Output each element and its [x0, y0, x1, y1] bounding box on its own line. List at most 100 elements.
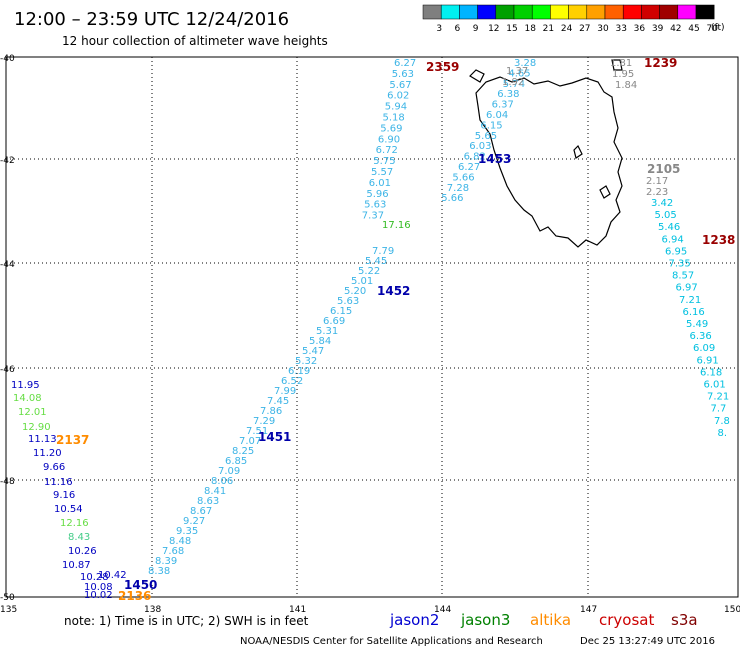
legend-label: 36	[634, 24, 646, 34]
wave-height-label: 10.87	[62, 560, 91, 571]
wave-height-label: 1.37	[506, 66, 528, 77]
wave-height-label: 6.15	[330, 306, 352, 317]
lon-label: 147	[580, 605, 597, 615]
wave-height-label: 7.86	[260, 406, 282, 417]
pass-time-label: 1452	[377, 284, 410, 298]
legend-swatch	[695, 4, 715, 20]
wave-height-label: 10.26	[68, 546, 97, 557]
wave-height-label: 1.81	[610, 58, 632, 69]
wave-height-label: 1.95	[612, 69, 634, 80]
map-frame	[5, 56, 739, 598]
wave-height-label: 7.29	[253, 416, 275, 427]
satellite-name: s3a	[671, 611, 698, 629]
wave-height-label: 5.94	[385, 102, 407, 113]
wave-height-label: 7.8	[714, 416, 730, 427]
pass-time-label: 1450	[124, 578, 157, 592]
wave-height-label: 5.22	[358, 266, 380, 277]
wave-height-label: 5.74	[503, 79, 525, 90]
pass-time-label: 2105	[647, 162, 680, 176]
pass-time-label: 1453	[478, 152, 511, 166]
wave-height-label: 6.91	[697, 355, 719, 366]
legend-swatch	[604, 4, 624, 20]
footer-credit: NOAA/NESDIS Center for Satellite Applica…	[240, 636, 543, 647]
wave-height-label: 1.92	[502, 77, 524, 88]
wave-height-label: 4.65	[508, 68, 530, 79]
wave-height-label: 5.47	[302, 346, 324, 357]
legend-label: 12	[488, 24, 499, 34]
wave-height-label: 3.42	[651, 198, 673, 209]
wave-height-label: 6.97	[676, 283, 698, 294]
pass-time-label: 1239	[644, 56, 677, 70]
pass-time-label: 1238	[702, 233, 735, 247]
legend-swatch	[677, 4, 697, 20]
wave-height-label: 8.39	[155, 556, 177, 567]
wave-height-label: 6.90	[378, 134, 400, 145]
pass-time-label: 2359	[426, 60, 459, 74]
lon-label: 144	[434, 605, 451, 615]
legend-label: 45	[688, 24, 699, 34]
wave-height-label: 6.03	[469, 141, 491, 152]
wave-height-label: 6.15	[480, 120, 502, 131]
wave-height-label: 5.63	[364, 200, 386, 211]
wave-height-label: 5.84	[309, 336, 331, 347]
wave-height-label: 5.46	[658, 222, 680, 233]
legend-swatch	[477, 4, 497, 20]
wave-height-label: 3.28	[514, 58, 536, 69]
legend-swatch	[513, 4, 533, 20]
wave-height-label: 12.01	[18, 407, 47, 418]
legend-swatch	[531, 4, 551, 20]
lat-label: -42	[0, 156, 15, 166]
wave-height-label: 6.36	[690, 331, 712, 342]
wave-height-label: 5.57	[371, 167, 393, 178]
lat-label: -40	[0, 54, 15, 64]
wave-height-label: 5.01	[351, 276, 373, 287]
legend-label: 39	[652, 24, 664, 34]
wave-height-label: 14.08	[13, 393, 42, 404]
pass-time-label: 1451	[258, 430, 291, 444]
wave-height-label: 2.23	[646, 187, 668, 198]
wave-height-label: 11.20	[33, 448, 62, 459]
wave-height-label: 5.63	[392, 69, 414, 80]
wave-height-label: 5.18	[383, 113, 405, 124]
wave-height-label: 6.02	[387, 91, 409, 102]
wave-height-label: 7.79	[372, 246, 394, 257]
wave-height-label: 6.52	[281, 376, 303, 387]
wave-height-label: 9.27	[183, 516, 205, 527]
wave-height-label: 6.82	[464, 152, 486, 163]
legend-swatch	[495, 4, 515, 20]
tasmania-coastline	[469, 59, 623, 248]
lat-label: -46	[0, 365, 15, 375]
legend-swatch	[568, 4, 588, 20]
legend-label: 21	[543, 24, 554, 34]
wave-height-label: 6.27	[458, 162, 480, 173]
wave-height-label: 11.13	[28, 434, 57, 445]
legend-label: 27	[579, 24, 590, 34]
wave-height-label: 7.99	[274, 386, 296, 397]
lat-label: -44	[0, 260, 15, 270]
legend-swatch	[459, 4, 478, 20]
wave-height-label: 11.16	[44, 477, 73, 488]
wave-height-label: 6.95	[665, 246, 687, 257]
wave-height-label: 5.31	[316, 326, 338, 337]
wave-height-label: 6.01	[369, 178, 391, 189]
wave-height-label: 5.49	[686, 319, 708, 330]
lat-label: -48	[0, 477, 15, 487]
satellite-name: jason2	[389, 611, 439, 629]
pass-time-label: 2137	[56, 433, 89, 447]
wave-height-label: 5.45	[365, 256, 387, 267]
legend-label: 6	[455, 24, 461, 34]
wave-height-label: 5.63	[337, 296, 359, 307]
legend-label: 30	[597, 24, 609, 34]
wave-height-label: 5.75	[373, 156, 395, 167]
lon-label: 141	[289, 605, 306, 615]
longitude-labels: 135 138 141 144 147 150	[0, 605, 740, 615]
legend-label: 70	[706, 24, 718, 34]
map-title: 12:00 – 23:59 UTC 12/24/2016	[14, 9, 289, 30]
wave-height-label: 10.02	[84, 590, 113, 601]
wave-height-label: 6.18	[700, 367, 722, 378]
legend-label: 15	[506, 24, 517, 34]
wave-height-label: 6.38	[497, 89, 519, 100]
lon-label: 138	[144, 605, 161, 615]
legend-swatch	[641, 4, 660, 20]
